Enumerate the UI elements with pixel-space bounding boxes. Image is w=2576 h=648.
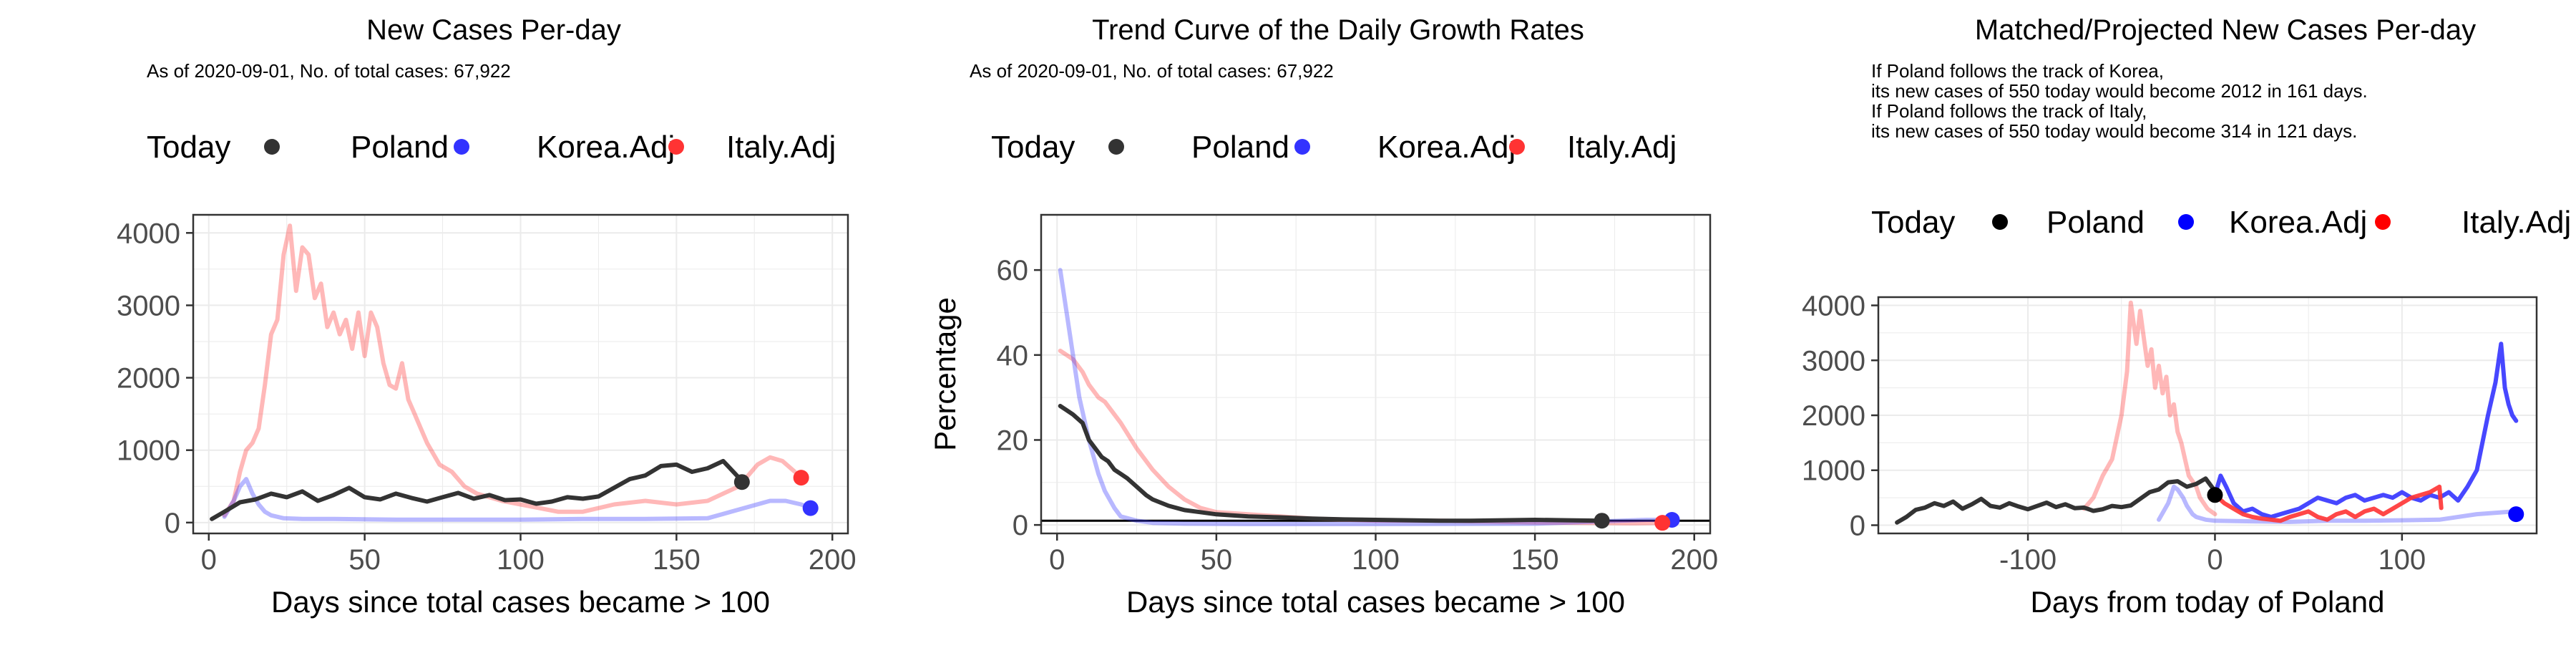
chart-daily-growth-rates: Trend Curve of the Daily Growth Rates As … (928, 14, 1718, 619)
legend-key-poland-icon (264, 139, 280, 155)
x-tick-label: 50 (348, 544, 381, 576)
y-tick-label: 40 (997, 340, 1029, 372)
x-axis-label: Days since total cases became > 100 (271, 585, 770, 619)
legend-entry-korea-adj: Korea.Adj (2229, 205, 2367, 240)
x-tick-label: 0 (2207, 544, 2223, 576)
today-point (2207, 487, 2223, 503)
series-line-korea-adj (2157, 484, 2517, 524)
legend-entry-italy-adj: Italy.Adj (726, 130, 836, 165)
chart-subtitle-line: As of 2020-09-01, No. of total cases: 67… (970, 60, 1334, 82)
chart-title: Trend Curve of the Daily Growth Rates (1092, 14, 1584, 46)
legend-entry-poland: Poland (2046, 205, 2145, 240)
legend-entry-poland: Poland (1191, 130, 1289, 165)
y-tick-label: 1000 (117, 435, 180, 467)
legend-key-italy-adj-icon (668, 139, 684, 155)
series-line-italy-adj (2082, 300, 2218, 517)
legend-entry-korea-adj: Korea.Adj (1377, 130, 1516, 165)
y-tick-label: 60 (997, 255, 1029, 286)
legend-key-italy-adj-icon (1509, 139, 1525, 155)
legend-entry-italy-adj: Italy.Adj (2462, 205, 2571, 240)
legend-entry-italy-adj: Italy.Adj (1567, 130, 1677, 165)
x-tick-label: 100 (1352, 544, 1400, 576)
today-point (793, 470, 809, 486)
x-tick-label: 100 (497, 544, 545, 576)
legend-title: Today (1871, 205, 1955, 240)
chart-new-cases-per-day: New Cases Per-day As of 2020-09-01, No. o… (117, 14, 857, 619)
series-line-korea-adj (1058, 268, 1674, 526)
legend-key-poland-icon (1108, 139, 1124, 155)
legend-entry-poland: Poland (351, 130, 449, 165)
legend-title: Today (147, 130, 230, 165)
legend-key-korea-adj-icon (1294, 139, 1310, 155)
legend-key-korea-adj-icon (2178, 214, 2194, 230)
chart-subtitle-line: If Poland follows the track of Italy, (1871, 100, 2147, 122)
chart-title: Matched/Projected New Cases Per-day (1975, 14, 2476, 46)
chart-subtitle-line: If Poland follows the track of Korea, (1871, 60, 2164, 82)
x-tick-label: 150 (653, 544, 701, 576)
x-tick-label: 100 (2378, 544, 2426, 576)
y-tick-label: 0 (165, 508, 180, 539)
x-tick-label: 150 (1511, 544, 1559, 576)
x-axis-label: Days from today of Poland (2031, 585, 2385, 619)
x-tick-label: 200 (809, 544, 857, 576)
y-axis-label: Percentage (928, 297, 962, 451)
y-tick-label: 4000 (1802, 291, 1865, 322)
chart-subtitle-line: As of 2020-09-01, No. of total cases: 67… (147, 60, 511, 82)
y-tick-label: 1000 (1802, 455, 1865, 487)
today-point (1654, 515, 1671, 531)
x-axis-label: Days since total cases became > 100 (1126, 585, 1625, 619)
y-tick-label: 4000 (117, 218, 180, 249)
y-tick-label: 2000 (1802, 400, 1865, 432)
x-tick-label: 0 (1049, 544, 1065, 576)
legend-key-poland-icon (1992, 214, 2008, 230)
legend-entry-korea-adj: Korea.Adj (537, 130, 675, 165)
x-tick-label: -100 (1999, 544, 2057, 576)
series-line-poland (1895, 476, 2218, 525)
x-tick-label: 0 (201, 544, 217, 576)
y-tick-label: 3000 (1802, 345, 1865, 377)
y-tick-label: 3000 (117, 290, 180, 321)
today-point (733, 474, 750, 490)
y-tick-label: 0 (1850, 510, 1865, 541)
y-tick-label: 2000 (117, 363, 180, 395)
legend-key-korea-adj-icon (454, 139, 469, 155)
chart-title: New Cases Per-day (366, 14, 621, 46)
series-line-italy-adj (222, 223, 797, 518)
chart-matched-projected: Matched/Projected New Cases Per-day If Po… (1802, 14, 2571, 619)
series-line-italy-adj-projected (2212, 484, 2444, 523)
y-tick-label: 20 (997, 425, 1029, 456)
y-tick-label: 0 (1013, 510, 1028, 541)
today-point (802, 500, 819, 516)
today-point (1594, 513, 1610, 529)
chart-subtitle-line: its new cases of 550 today would become … (1871, 80, 2368, 102)
series-line-poland (210, 458, 741, 521)
x-tick-label: 50 (1201, 544, 1233, 576)
series-line-poland (1058, 404, 1604, 523)
series-line-korea-adj (222, 477, 813, 522)
today-point (2508, 506, 2524, 523)
legend-key-italy-adj-icon (2375, 214, 2391, 230)
legend-title: Today (991, 130, 1075, 165)
chart-subtitle-line: its new cases of 550 today would become … (1871, 120, 2357, 142)
x-tick-label: 200 (1670, 544, 1718, 576)
series-line-korea-adj-projected (2212, 342, 2519, 519)
